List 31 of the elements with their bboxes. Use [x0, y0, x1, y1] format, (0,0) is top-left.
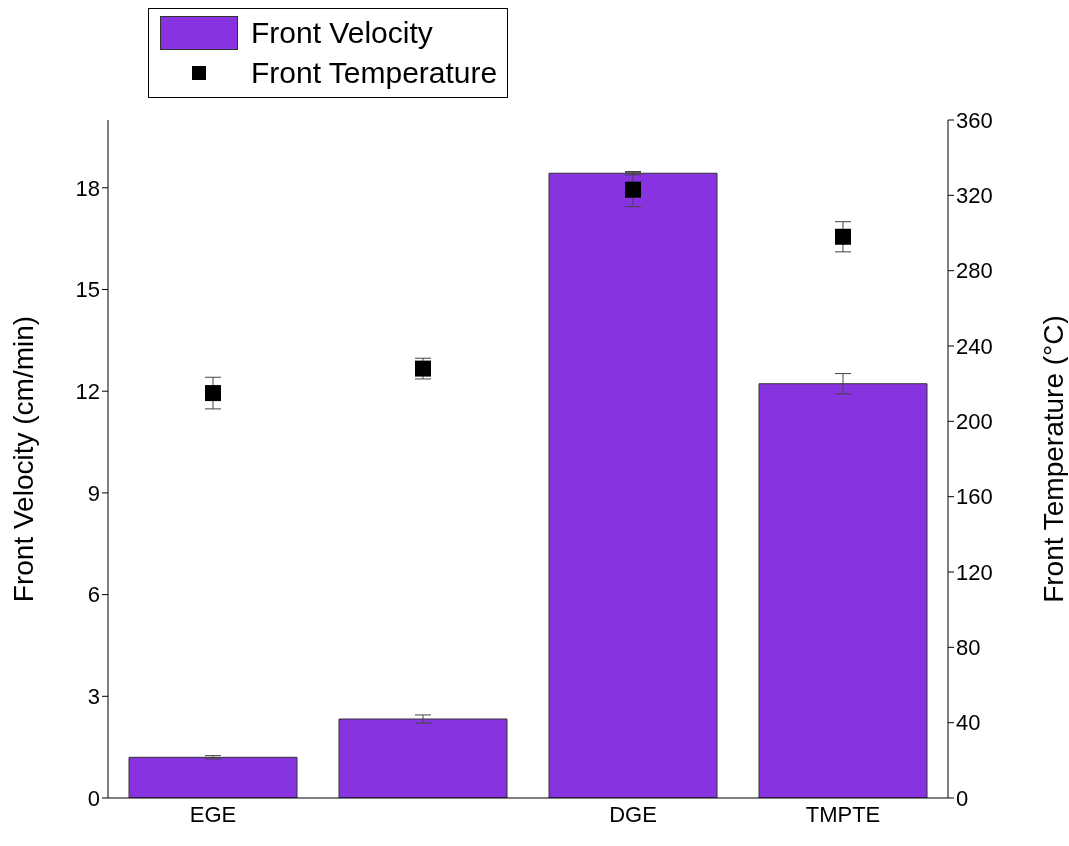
legend-label: Front Velocity	[251, 16, 433, 50]
y2-tick-label: 80	[956, 635, 981, 661]
y-tick-label: 12	[75, 379, 100, 405]
bar	[338, 718, 508, 798]
point	[625, 181, 641, 198]
x-tick-label: EGE	[189, 801, 237, 827]
point	[835, 228, 851, 245]
y-tick-label: 15	[75, 277, 100, 303]
y2-tick-label: 0	[956, 785, 969, 811]
y2-tick-label: 200	[956, 409, 993, 435]
y2-tick-label: 360	[956, 107, 993, 133]
y2-tick-label: 160	[956, 484, 993, 510]
y2-tick-label: 320	[956, 183, 993, 209]
y2-tick-label: 240	[956, 333, 993, 359]
x-tick-label: DGE	[609, 801, 657, 827]
y-tick-label: 18	[75, 175, 100, 201]
y2-axis-title: Front Temperature (°C)	[1037, 315, 1069, 603]
y2-tick-label: 280	[956, 258, 993, 284]
bar	[758, 383, 928, 798]
bar	[548, 172, 718, 798]
y-tick-label: 6	[87, 582, 100, 608]
y-tick-label: 0	[87, 785, 100, 811]
bar	[128, 756, 298, 798]
x-tick-label: TMPTE	[805, 801, 881, 827]
y-tick-label: 9	[87, 480, 100, 506]
legend-label: Front Temperature	[251, 56, 498, 90]
y-tick-label: 3	[87, 684, 100, 710]
y-axis-title: Front Velocity (cm/min)	[7, 315, 39, 603]
y2-tick-label: 40	[956, 710, 981, 736]
y2-tick-label: 120	[956, 559, 993, 585]
point	[205, 385, 221, 402]
